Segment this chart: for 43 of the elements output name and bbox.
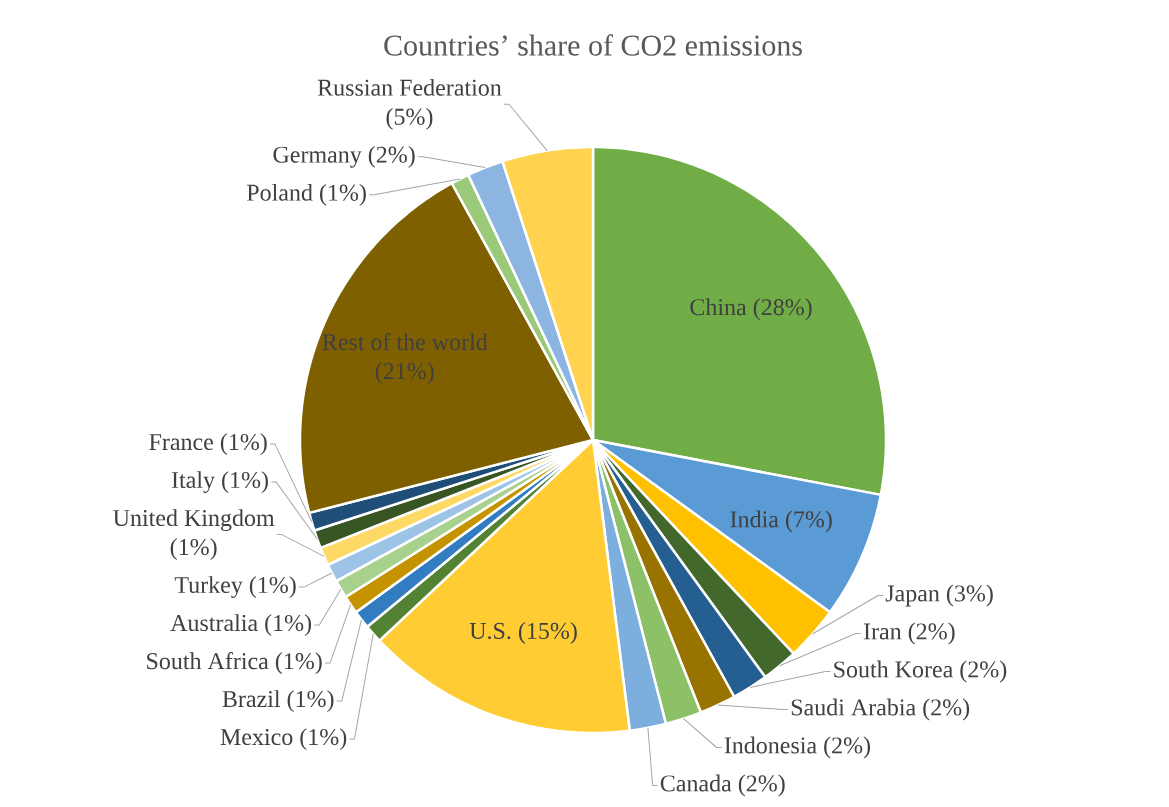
slice-label: South Korea	[834, 660, 953, 678]
data-label: (2%)	[908, 622, 955, 645]
slice-label: Mexico	[220, 728, 293, 746]
data-label: (1%)	[220, 433, 267, 455]
data-label: (1%)	[249, 576, 296, 598]
slice-label: Indonesia	[724, 736, 817, 754]
data-label: (28%)	[753, 298, 812, 321]
slice-label: Poland	[246, 183, 313, 201]
slice-label: Brazil	[222, 690, 281, 708]
data-label: (21%)	[375, 362, 434, 385]
slice-label: India	[730, 510, 779, 528]
data-label: (2%)	[738, 774, 785, 797]
data-label: (1%)	[170, 538, 217, 560]
data-label: (2%)	[923, 698, 970, 721]
slice-label: Germany	[273, 146, 362, 168]
data-label: (1%)	[265, 614, 312, 636]
data-label: (1%)	[300, 728, 347, 750]
data-label: (3%)	[946, 584, 993, 607]
slice-label: Rest of the world	[322, 333, 488, 351]
slice-label: Saudi Arabia	[791, 698, 916, 716]
data-label: (1%)	[320, 183, 366, 206]
slice-label: China	[690, 298, 747, 316]
slice-label: Turkey	[174, 576, 243, 599]
slice-label: Japan	[885, 585, 940, 607]
data-label: (2%)	[368, 145, 415, 168]
slice-label: United Kingdom	[113, 509, 275, 532]
data-label: (2%)	[960, 660, 1007, 683]
slice-label: Iran	[863, 623, 902, 640]
data-label: (1%)	[275, 652, 322, 675]
data-label: (2%)	[824, 736, 871, 759]
data-label: (1%)	[287, 690, 334, 712]
data-label: (1%)	[222, 471, 268, 493]
slice-label: Australia	[170, 614, 258, 632]
chart-title: Countries’ share of CO2 emissions	[384, 34, 802, 56]
slice-label: Italy	[171, 471, 215, 494]
slice-label: Russian Federation	[317, 78, 502, 96]
slice-label: Canada	[660, 774, 732, 792]
slice-label: South Africa	[147, 652, 269, 670]
data-label: (15%)	[518, 622, 577, 644]
data-label: (5%)	[386, 107, 433, 130]
data-label: (7%)	[785, 510, 832, 533]
slice-label: France	[149, 434, 213, 451]
slice-label: U.S.	[469, 622, 511, 640]
